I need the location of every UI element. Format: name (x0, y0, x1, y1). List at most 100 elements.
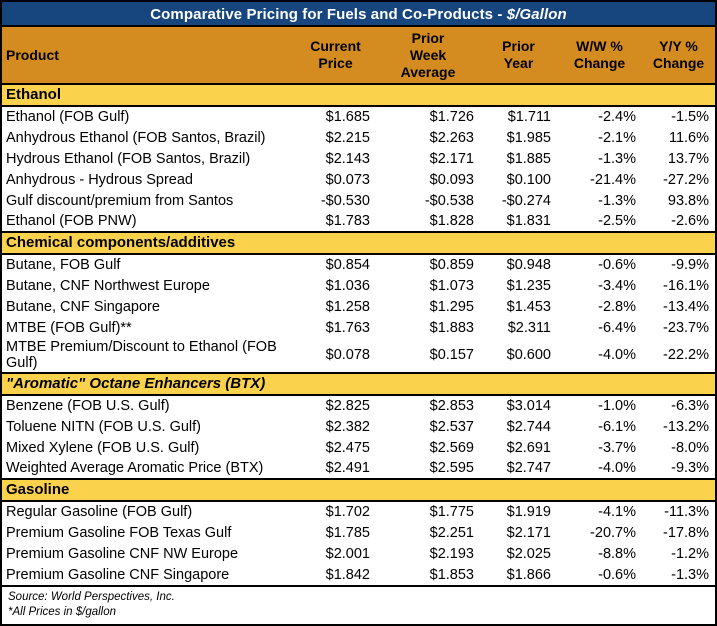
value-cell: $1.711 (507, 109, 551, 125)
value-cell: $2.025 (506, 545, 551, 562)
product-cell: Anhydrous Ethanol (FOB Santos, Brazil) (6, 129, 266, 146)
value-cell: -2.1% (598, 129, 636, 146)
value-cell: -1.2% (671, 545, 709, 562)
table-row: Weighted Average Aromatic Price (BTX) $2.… (2, 458, 715, 479)
value-cell: $1.785 (325, 524, 370, 541)
value-cell: $2.595 (429, 460, 474, 476)
value-cell: $1.831 (506, 213, 551, 229)
value-cell: $1.726 (429, 109, 474, 125)
table-row: MTBE Premium/Discount to Ethanol (FOB Gu… (2, 338, 715, 373)
value-cell: $0.157 (429, 347, 474, 363)
product-cell: Toluene NITN (FOB U.S. Gulf) (6, 418, 201, 435)
value-cell: -11.3% (664, 504, 709, 520)
value-cell: $2.263 (429, 129, 474, 146)
value-cell: -22.2% (663, 347, 709, 363)
value-cell: -4.0% (598, 347, 636, 363)
section-header: Ethanol (2, 83, 715, 107)
value-cell: -17.8% (663, 524, 709, 541)
table-body: Ethanol Ethanol (FOB Gulf) $1.685 $1.726 $1.… (2, 83, 715, 585)
value-cell: $0.948 (506, 257, 551, 273)
value-cell: -$0.538 (424, 192, 474, 209)
value-cell: -4.0% (598, 460, 636, 476)
value-cell: -$0.530 (320, 192, 370, 209)
product-cell: Butane, CNF Singapore (6, 298, 160, 315)
value-cell: $2.311 (507, 319, 551, 336)
value-cell: $1.919 (506, 504, 551, 520)
product-cell: Butane, FOB Gulf (6, 257, 121, 273)
value-cell: -1.3% (598, 192, 636, 209)
value-cell: $0.078 (325, 347, 370, 363)
table-row: MTBE (FOB Gulf)** $1.763 $1.883 $2.311 -6.4%… (2, 317, 715, 338)
value-cell: -21.4% (590, 171, 636, 188)
value-cell: $1.883 (429, 319, 474, 336)
table-row: Toluene NITN (FOB U.S. Gulf) $2.382 $2.537… (2, 416, 715, 437)
value-cell: -9.3% (671, 460, 709, 476)
product-cell: Weighted Average Aromatic Price (BTX) (6, 460, 264, 476)
value-cell: $2.825 (325, 398, 370, 414)
value-cell: -2.4% (598, 109, 636, 125)
value-cell: $2.475 (325, 439, 370, 456)
section-header-row: Gasoline (2, 478, 715, 502)
value-cell: 93.8% (667, 192, 709, 209)
section-header-row: "Aromatic" Octane Enhancers (BTX) (2, 372, 715, 396)
footnote-price-unit: *All Prices in $/gallon (8, 606, 117, 618)
value-cell: -4.1% (598, 504, 636, 520)
value-cell: -6.3% (671, 398, 709, 414)
value-cell: $0.600 (506, 347, 551, 363)
value-cell: $1.783 (325, 213, 370, 229)
value-cell: $2.251 (429, 524, 474, 541)
product-cell: Regular Gasoline (FOB Gulf) (6, 504, 193, 520)
product-cell: MTBE (FOB Gulf)** (6, 319, 132, 336)
value-cell: -9.9% (671, 257, 709, 273)
product-cell: Premium Gasoline CNF NW Europe (6, 545, 239, 562)
value-cell: 13.7% (667, 150, 709, 167)
value-cell: $2.491 (325, 460, 370, 476)
value-cell: -1.5% (671, 109, 709, 125)
product-cell: Gulf discount/premium from Santos (6, 192, 234, 209)
product-cell: Ethanol (FOB PNW) (6, 213, 137, 229)
value-cell: $2.747 (506, 460, 551, 476)
column-header-product: Product (2, 27, 295, 85)
value-cell: -20.7% (590, 524, 636, 541)
value-cell: -13.2% (663, 418, 709, 435)
value-cell: -8.0% (671, 439, 709, 456)
value-cell: -8.8% (598, 545, 636, 562)
value-cell: 11.6% (668, 129, 709, 146)
value-cell: $1.453 (506, 298, 551, 315)
value-cell: -2.5% (598, 213, 636, 229)
value-cell: $1.885 (506, 150, 551, 167)
value-cell: $1.073 (429, 277, 474, 294)
value-cell: -1.0% (598, 398, 636, 414)
column-header-row: Product Current Price Prior Week Average… (2, 27, 715, 85)
column-header-ww-change: W/W % Change (557, 27, 642, 85)
product-cell: Ethanol (FOB Gulf) (6, 109, 130, 125)
product-cell: Premium Gasoline CNF Singapore (6, 566, 230, 583)
section-header: Gasoline (2, 478, 715, 502)
table-row: Regular Gasoline (FOB Gulf) $1.702 $1.775 $… (2, 501, 715, 522)
value-cell: $0.093 (429, 171, 474, 188)
table-row: Ethanol (FOB PNW) $1.783 $1.828 $1.831 -2.5%… (2, 211, 715, 232)
value-cell: -1.3% (671, 566, 709, 583)
value-cell: $2.537 (429, 418, 474, 435)
value-cell: $0.100 (506, 171, 551, 188)
column-header-yy-change: Y/Y % Change (642, 27, 715, 85)
value-cell: $2.569 (429, 439, 474, 456)
column-header-prior-week-average: Prior Week Average (376, 27, 480, 85)
table-row: Butane, FOB Gulf $0.854 $0.859 $0.948 -0.6% -… (2, 254, 715, 275)
section-header-row: Chemical components/additives (2, 231, 715, 255)
product-cell: Benzene (FOB U.S. Gulf) (6, 398, 170, 414)
table-row: Ethanol (FOB Gulf) $1.685 $1.726 $1.711 -2.4… (2, 106, 715, 127)
value-cell: -6.4% (598, 319, 636, 336)
section-header: Chemical components/additives (2, 231, 715, 255)
value-cell: $2.001 (325, 545, 370, 562)
value-cell: $3.014 (506, 398, 551, 414)
product-cell: Mixed Xylene (FOB U.S. Gulf) (6, 439, 200, 456)
value-cell: $2.171 (429, 150, 474, 167)
value-cell: -23.7% (663, 319, 709, 336)
table-row: Benzene (FOB U.S. Gulf) $2.825 $2.853 $3.01… (2, 395, 715, 416)
value-cell: $1.828 (429, 213, 474, 229)
table-row: Hydrous Ethanol (FOB Santos, Brazil) $2.1… (2, 148, 715, 169)
value-cell: $0.859 (429, 257, 474, 273)
footnotes: Source: World Perspectives, Inc. *All Pr… (2, 585, 715, 624)
value-cell: $2.193 (429, 545, 474, 562)
